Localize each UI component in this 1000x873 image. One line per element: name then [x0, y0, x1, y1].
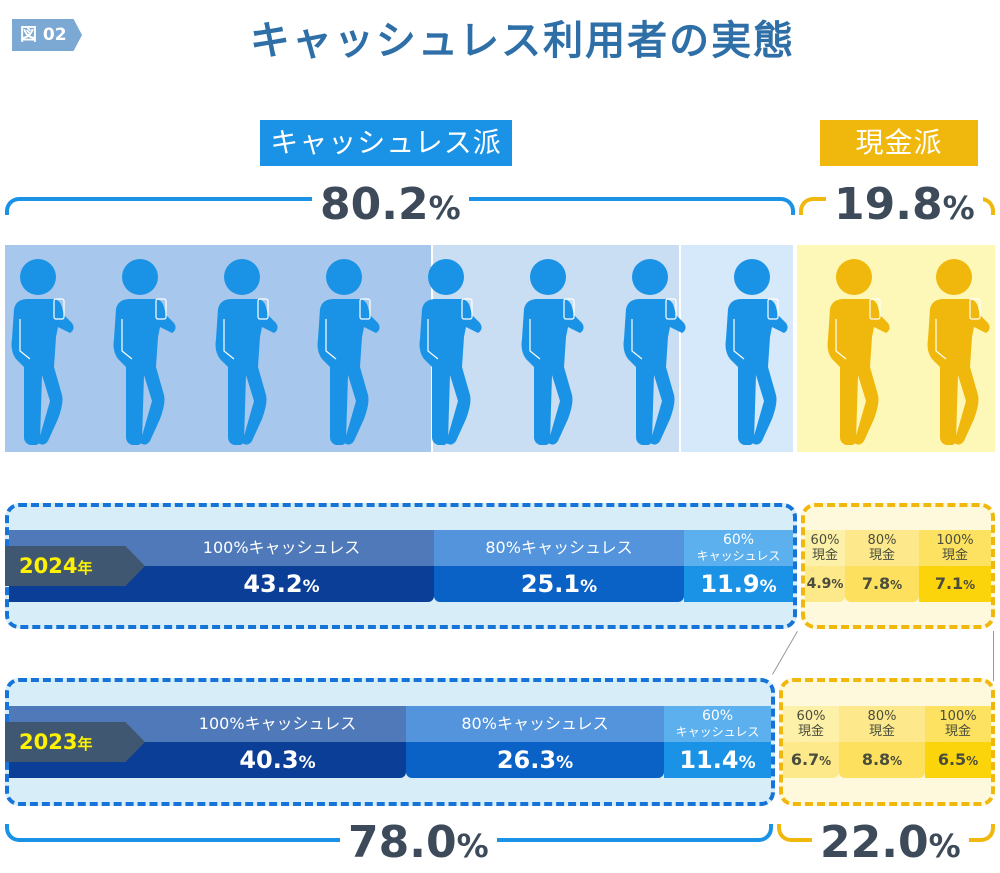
bar-segment-80-cash: 80% 現金 7.8% — [845, 530, 919, 602]
person-icon — [724, 258, 789, 445]
connector-line — [993, 631, 994, 681]
bar-segment-100-cash: 100% 現金 6.5% — [925, 706, 991, 778]
bar-segment-80-cash: 80% 現金 8.8% — [839, 706, 925, 778]
cash-total-2023: 22.0% — [812, 818, 969, 871]
bar-segment-60-cashless: 60% キャッシュレス 11.4% — [664, 706, 771, 778]
cash-total-2024: 19.8% — [826, 180, 983, 233]
year-label-2023: 2023年 — [5, 722, 145, 762]
cash-group-label: 現金派 — [820, 120, 978, 166]
bar-segment-60-cash: 60% 現金 6.7% — [783, 706, 839, 778]
page-title: キャッシュレス利用者の実態 — [249, 18, 796, 64]
person-icon — [112, 258, 177, 445]
bar-segment-60-cash: 60% 現金 4.9% — [805, 530, 845, 602]
person-icon — [826, 258, 891, 445]
bar-segment-80-cashless: 80%キャッシュレス 26.3% — [406, 706, 664, 778]
person-icon — [316, 258, 381, 445]
person-icon — [622, 258, 687, 445]
person-icon — [520, 258, 585, 445]
year-label-2024: 2024年 — [5, 546, 145, 586]
person-icon — [418, 258, 483, 445]
connector-line — [772, 631, 798, 675]
year-2023-cashless-box: 100%キャッシュレス 40.3% 80%キャッシュレス 26.3% 60% キャ… — [5, 678, 775, 806]
year-2023-cash-box: 60% 現金 6.7% 80% 現金 8.8% 100% 現金 6.5% — [779, 678, 995, 806]
cashless-total-2024: 80.2% — [312, 180, 469, 233]
person-icon — [10, 258, 75, 445]
bar-segment-60-cashless: 60% キャッシュレス 11.9% — [684, 530, 793, 602]
person-icon — [214, 258, 279, 445]
bar-segment-100-cash: 100% 現金 7.1% — [919, 530, 991, 602]
cashless-group-label: キャッシュレス派 — [260, 120, 512, 166]
cashless-total-2023: 78.0% — [340, 818, 497, 871]
person-icon — [926, 258, 991, 445]
bar-segment-100-cashless: 100%キャッシュレス 43.2% — [9, 530, 434, 602]
figure-tag: 図 02 — [12, 19, 82, 51]
year-2024-cashless-box: 100%キャッシュレス 43.2% 80%キャッシュレス 25.1% 60% キャ… — [5, 503, 797, 629]
year-2024-cash-box: 60% 現金 4.9% 80% 現金 7.8% 100% 現金 7.1% — [801, 503, 995, 629]
bar-segment-80-cashless: 80%キャッシュレス 25.1% — [434, 530, 684, 602]
